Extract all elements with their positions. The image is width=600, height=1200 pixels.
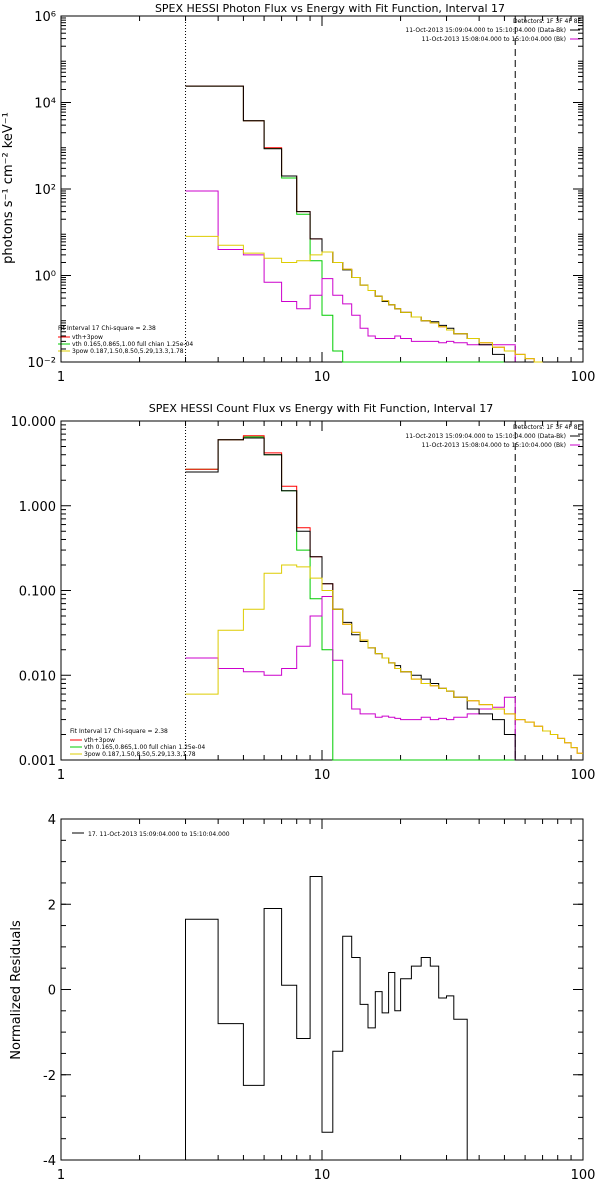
count-flux-panel: SPEX HESSI Count Flux vs Energy with Fit…: [11, 402, 596, 783]
photon-fit-label: Fit Interval 17 Chi-square = 2.38: [58, 325, 156, 332]
photon-flux-title: SPEX HESSI Photon Flux vs Energy with Fi…: [155, 2, 505, 15]
residual-y-tick-label: -4: [43, 1154, 56, 1169]
count-legend-1: vth+3pow: [84, 737, 115, 744]
count-legend-3: 3pow 0.187,1.50,8.50,5.29,13.3,1.78: [84, 751, 196, 758]
residuals-legend: 17. 11-Oct-2013 15:09:04.000 to 15:10:04…: [88, 831, 230, 838]
photon-legend-2: vth 0.165,0.865,1.00 full chian 1.25e-04: [72, 341, 193, 348]
count-y-tick-label: 0.100: [19, 585, 56, 600]
count-legend-2: vth 0.165,0.865,1.00 full chian 1.25e-04: [84, 744, 205, 751]
count-bk-interval-label: 11-Oct-2013 15:08:04.000 to 15:10:04.000…: [422, 442, 566, 449]
count-fit-label: Fit Interval 17 Chi-square = 2.38: [70, 728, 168, 735]
photon-data-interval-label: 11-Oct-2013 15:09:04.000 to 15:10:04.000…: [405, 27, 566, 34]
photon-y-tick-label: 10²: [34, 183, 56, 198]
count-data-interval-label: 11-Oct-2013 15:09:04.000 to 15:10:04.000…: [405, 433, 566, 440]
photon-y-tick-label: 10⁰: [34, 270, 56, 285]
count-detectors-label: Detectors: 1F 3F 4F 8F: [513, 424, 582, 431]
photon-flux-ylabel: photons s⁻¹ cm⁻² keV⁻¹: [1, 112, 16, 264]
residual-y-tick-label: 2: [48, 898, 56, 913]
residual-series-17: [185, 876, 468, 1160]
residuals-ylabel: Normalized Residuals: [9, 920, 24, 1060]
count-x-tick-label: 10: [314, 768, 331, 783]
residuals-panel: Normalized Residuals 17. 11-Oct-2013 15:…: [9, 813, 595, 1183]
count-y-tick-label: 0.010: [19, 669, 56, 684]
residual-x-tick-label: 10: [314, 1168, 331, 1183]
photon-legend-1: vth+3pow: [72, 334, 103, 341]
photon-x-tick-label: 1: [57, 370, 65, 385]
photon-legend-3: 3pow 0.187,1.50,8.50,5.29,13.3,1.78: [72, 348, 184, 355]
residual-y-tick-label: -2: [43, 1069, 56, 1084]
photon-y-tick-label: 10⁴: [34, 97, 56, 112]
photon-y-tick-label: 10⁶: [34, 10, 56, 25]
photon-x-tick-label: 10: [314, 370, 331, 385]
count-series-background: [185, 564, 583, 754]
count-y-tick-label: 10.000: [11, 415, 57, 430]
count-x-tick-label: 1: [57, 768, 65, 783]
count-y-tick-label: 0.001: [19, 754, 56, 769]
count-y-tick-label: 1.000: [19, 500, 56, 515]
residual-x-tick-label: 1: [57, 1168, 65, 1183]
photon-bk-interval-label: 11-Oct-2013 15:08:04.000 to 15:10:04.000…: [422, 36, 566, 43]
count-series-3pow: [185, 596, 583, 761]
count-flux-title: SPEX HESSI Count Flux vs Energy with Fit…: [149, 402, 493, 415]
photon-x-tick-label: 100: [571, 370, 596, 385]
residual-y-tick-label: 0: [48, 984, 56, 999]
count-x-tick-label: 100: [571, 768, 596, 783]
count-series-total: [185, 437, 583, 761]
photon-detectors-label: Detectors: 1F 3F 4F 8F: [513, 18, 582, 25]
photon-flux-panel: SPEX HESSI Photon Flux vs Energy with Fi…: [1, 2, 595, 385]
residual-x-tick-label: 100: [571, 1168, 596, 1183]
photon-series-3pow: [185, 190, 543, 363]
residual-y-tick-label: 4: [48, 813, 56, 828]
photon-series-background: [185, 235, 543, 363]
photon-y-tick-label: 10⁻²: [27, 356, 56, 371]
